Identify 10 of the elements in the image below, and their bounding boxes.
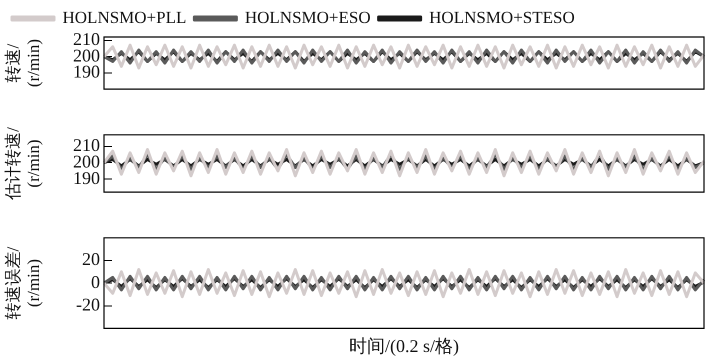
y-tick-label: 20: [82, 249, 100, 270]
legend-label: HOLNSMO+STESO: [429, 8, 575, 27]
x-axis-title: 时间/(0.2 s/格): [349, 336, 459, 356]
y-axis-title: 估计转速/ (r/min): [4, 126, 44, 201]
y-axis-title: 转速误差/ (r/min): [4, 246, 44, 320]
legend-label: HOLNSMO+ESO: [244, 8, 371, 27]
y-tick-label: 0: [91, 272, 100, 292]
y-axis-title: 转速/ (r/min): [4, 39, 44, 88]
legend-label: HOLNSMO+PLL: [62, 8, 186, 27]
y-tick-label: -20: [76, 294, 100, 314]
